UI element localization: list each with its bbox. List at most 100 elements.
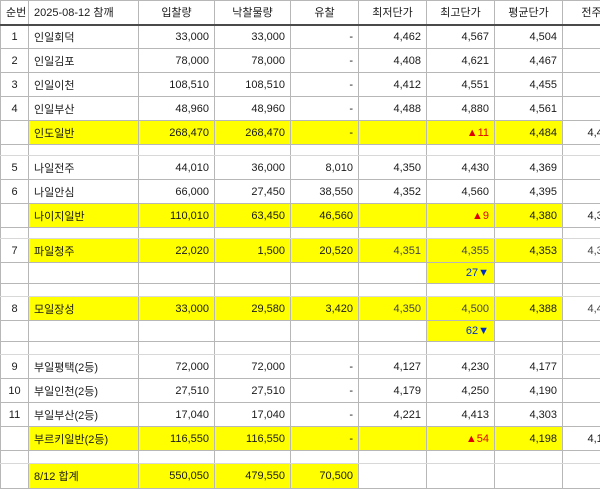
cell-avg[interactable]: 4,369 (494, 155, 563, 180)
column-header-name[interactable]: 2025-08-12 참깨 (28, 0, 139, 26)
cell-name[interactable]: 인일김포 (28, 48, 139, 73)
cell-bid[interactable]: 66,000 (138, 179, 215, 204)
cell-name[interactable]: 나일전주 (28, 155, 139, 180)
cell-min[interactable]: 4,408 (358, 48, 427, 73)
price-change-up[interactable]: ▲11 (426, 120, 495, 145)
cell-fail[interactable]: - (290, 402, 359, 427)
cell-max[interactable]: 4,413 (426, 402, 495, 427)
cell-prev[interactable]: 4,371 (562, 203, 600, 228)
cell-name[interactable]: 모일장성 (28, 296, 139, 321)
cell-avg[interactable]: 4,353 (494, 238, 563, 263)
column-header-min[interactable]: 최저단가 (358, 0, 427, 26)
cell-min[interactable] (358, 262, 427, 284)
cell-won[interactable] (214, 320, 291, 342)
price-change-up[interactable]: ▲9 (426, 203, 495, 228)
cell-bid[interactable]: 48,960 (138, 96, 215, 121)
cell-prev[interactable] (562, 24, 600, 49)
cell-name[interactable]: 부일평택(2등) (28, 354, 139, 379)
cell-avg[interactable]: 4,395 (494, 179, 563, 204)
cell-prev[interactable] (562, 155, 600, 180)
cell-min[interactable]: 4,352 (358, 179, 427, 204)
cell-won[interactable]: 268,470 (214, 120, 291, 145)
cell-seq[interactable]: 4 (0, 96, 29, 121)
cell-avg[interactable]: 4,504 (494, 24, 563, 49)
cell-bid[interactable]: 108,510 (138, 72, 215, 97)
cell-won[interactable]: 78,000 (214, 48, 291, 73)
cell-name[interactable]: 파일청주 (28, 238, 139, 263)
cell-fail[interactable]: 3,420 (290, 296, 359, 321)
cell-avg[interactable]: 4,198 (494, 426, 563, 451)
cell-won[interactable] (214, 262, 291, 284)
cell-avg[interactable]: 4,484 (494, 120, 563, 145)
cell-won[interactable]: 27,510 (214, 378, 291, 403)
cell-bid[interactable]: 17,040 (138, 402, 215, 427)
cell-name[interactable]: 부일부산(2등) (28, 402, 139, 427)
cell-won[interactable]: 72,000 (214, 354, 291, 379)
cell-fail[interactable]: 8,010 (290, 155, 359, 180)
cell-min[interactable] (358, 120, 427, 145)
cell-prev[interactable] (562, 262, 600, 284)
cell-won[interactable]: 33,000 (214, 24, 291, 49)
group-label[interactable]: 부르키일반(2등) (28, 426, 139, 451)
cell-won[interactable]: 29,580 (214, 296, 291, 321)
column-header-bid[interactable]: 입찰량 (138, 0, 215, 26)
cell-min[interactable] (358, 320, 427, 342)
cell-won[interactable]: 116,550 (214, 426, 291, 451)
cell-seq[interactable] (0, 262, 29, 284)
column-header-max[interactable]: 최고단가 (426, 0, 495, 26)
cell-max[interactable]: 4,880 (426, 96, 495, 121)
cell-fail[interactable]: 20,520 (290, 238, 359, 263)
cell-fail[interactable]: 70,500 (290, 463, 359, 489)
cell-fail[interactable]: - (290, 120, 359, 145)
cell-bid[interactable] (138, 262, 215, 284)
cell-avg[interactable]: 4,467 (494, 48, 563, 73)
cell-max[interactable]: 4,560 (426, 179, 495, 204)
cell-fail[interactable]: - (290, 426, 359, 451)
cell-prev[interactable] (562, 48, 600, 73)
cell-fail[interactable]: 46,560 (290, 203, 359, 228)
cell-seq[interactable]: 6 (0, 179, 29, 204)
column-header-seq[interactable]: 순번 (0, 0, 29, 26)
cell-name[interactable]: 인일회덕 (28, 24, 139, 49)
cell-bid[interactable] (138, 320, 215, 342)
cell-seq[interactable] (0, 120, 29, 145)
cell-prev[interactable]: 4,450 (562, 296, 600, 321)
cell-name[interactable]: 인일이천 (28, 72, 139, 97)
price-change-down[interactable]: 62▼ (426, 320, 495, 342)
cell-won[interactable]: 1,500 (214, 238, 291, 263)
column-header-fail[interactable]: 유찰 (290, 0, 359, 26)
cell-fail[interactable]: - (290, 354, 359, 379)
cell-fail[interactable] (290, 320, 359, 342)
cell-avg[interactable]: 4,561 (494, 96, 563, 121)
cell-avg[interactable]: 4,380 (494, 203, 563, 228)
column-header-avg[interactable]: 평균단가 (494, 0, 563, 26)
cell-bid[interactable]: 550,050 (138, 463, 215, 489)
column-header-prev[interactable]: 전주 (562, 0, 600, 26)
cell-min[interactable] (358, 463, 427, 489)
group-label[interactable]: 인도일반 (28, 120, 139, 145)
cell-seq[interactable] (0, 426, 29, 451)
cell-avg[interactable] (494, 262, 563, 284)
cell-avg[interactable] (494, 463, 563, 489)
cell-won[interactable]: 63,450 (214, 203, 291, 228)
cell-prev[interactable] (562, 354, 600, 379)
cell-seq[interactable]: 7 (0, 238, 29, 263)
cell-min[interactable]: 4,462 (358, 24, 427, 49)
column-header-won[interactable]: 낙찰물량 (214, 0, 291, 26)
cell-bid[interactable]: 33,000 (138, 24, 215, 49)
cell-bid[interactable]: 78,000 (138, 48, 215, 73)
cell-max[interactable]: 4,250 (426, 378, 495, 403)
cell-name[interactable]: 부일인천(2등) (28, 378, 139, 403)
cell-fail[interactable] (290, 262, 359, 284)
cell-max[interactable]: 4,551 (426, 72, 495, 97)
cell-avg[interactable] (494, 320, 563, 342)
cell-prev[interactable]: 4,380 (562, 238, 600, 263)
cell-max[interactable]: 4,500 (426, 296, 495, 321)
cell-min[interactable]: 4,127 (358, 354, 427, 379)
cell-prev[interactable]: 4,473 (562, 120, 600, 145)
cell-bid[interactable]: 110,010 (138, 203, 215, 228)
cell-seq[interactable]: 5 (0, 155, 29, 180)
cell-avg[interactable]: 4,455 (494, 72, 563, 97)
cell-prev[interactable]: 4,144 (562, 426, 600, 451)
cell-max[interactable] (426, 463, 495, 489)
